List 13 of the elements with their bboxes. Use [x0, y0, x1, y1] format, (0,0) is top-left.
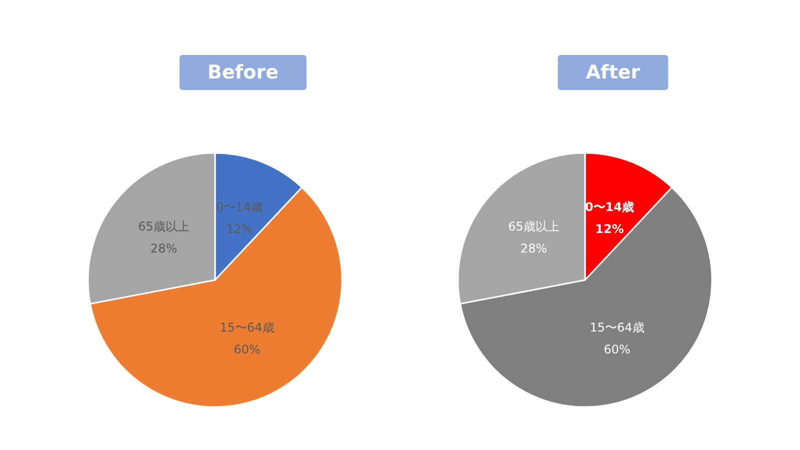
data-label: 28% — [520, 242, 548, 256]
slice-label: 15〜64歳 — [590, 320, 644, 334]
data-label: 28% — [150, 242, 178, 256]
slice-label: 65歳以上 — [138, 220, 190, 234]
chart-title: Before — [208, 62, 278, 84]
slice-label: 0〜14歳 — [216, 200, 263, 214]
slice-label: 15〜64歳 — [220, 320, 274, 334]
slice-label: 65歳以上 — [508, 220, 560, 234]
chart-title: After — [586, 62, 641, 84]
data-label: 12% — [226, 222, 253, 236]
data-label: 60% — [234, 342, 260, 356]
data-label: 60% — [604, 342, 630, 356]
data-label: 12% — [595, 222, 624, 236]
